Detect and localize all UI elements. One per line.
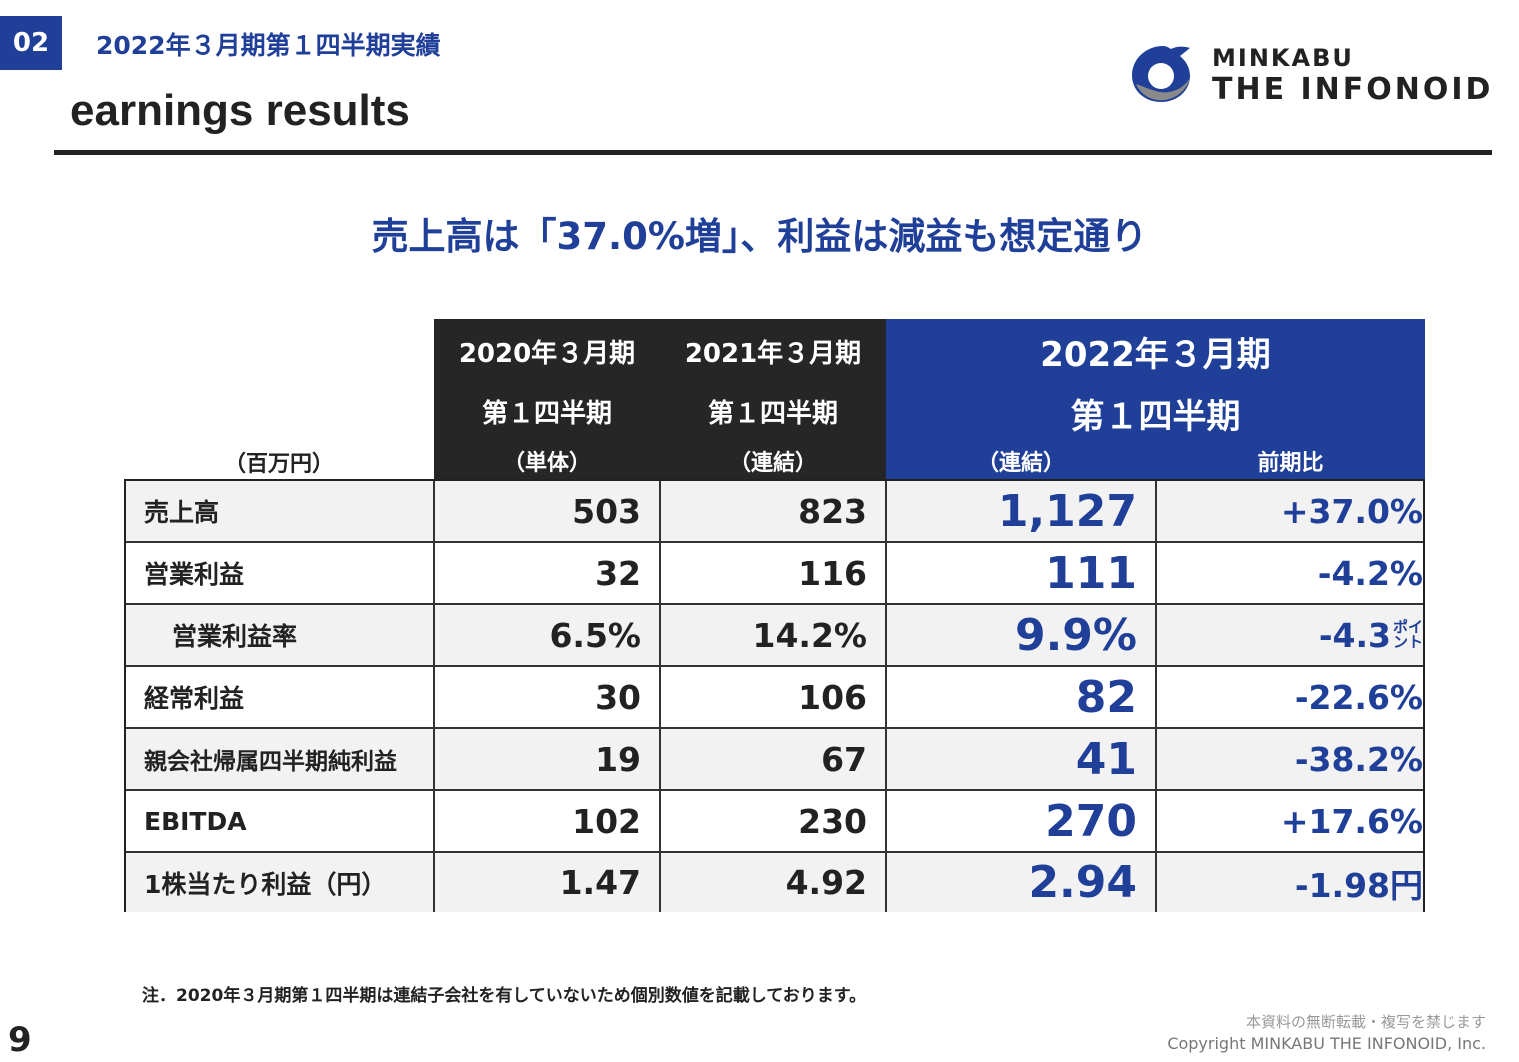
value-change: +17.6%	[1280, 801, 1423, 841]
column-header-sub-yoy: 前期比	[1257, 451, 1324, 476]
value-fy2021: 4.92	[661, 853, 887, 912]
value-change: -4.3 ポイ ント	[1157, 605, 1425, 665]
change-value: -4.3	[1318, 615, 1391, 655]
value-fy2021: 106	[661, 667, 887, 727]
logo-brand-bottom: THE INFONOID	[1212, 72, 1494, 107]
row-label: 営業利益率	[126, 605, 435, 665]
table-row: 売上高 503 823 1,127 +37.0%	[126, 481, 1423, 543]
value-fy2021: 116	[661, 543, 887, 603]
column-header-line: 2020年３月期	[458, 339, 636, 369]
logo-brand-top: MINKABU	[1212, 44, 1354, 72]
column-header-line: 2022年３月期	[1040, 335, 1271, 375]
column-header-line: 第１四半期	[1070, 397, 1241, 437]
value-fy2021: 67	[661, 729, 887, 789]
column-header-line: 2021年３月期	[684, 339, 862, 369]
value-fy2022: 2.94	[887, 853, 1157, 912]
value-fy2020: 503	[435, 481, 661, 541]
value-change: -22.6%	[1294, 677, 1423, 717]
value-fy2020: 19	[435, 729, 661, 789]
page-number: 9	[8, 1020, 32, 1060]
column-header-line: 第１四半期	[481, 399, 612, 429]
column-header-fy2022: 2022年３月期 第１四半期 （連結） 前期比	[886, 319, 1425, 479]
table-row: 営業利益 32 116 111 -4.2%	[126, 543, 1423, 605]
value-fy2020: 6.5%	[435, 605, 661, 665]
footnote: 注．2020年３月期第１四半期は連結子会社を有していないため個別数値を記載してお…	[142, 986, 867, 1006]
value-fy2022: 270	[887, 791, 1157, 851]
value-change: -4.2%	[1317, 553, 1423, 593]
row-label: 経常利益	[126, 667, 435, 727]
table-row: 経常利益 30 106 82 -22.6%	[126, 667, 1423, 729]
table-row: 営業利益率 6.5% 14.2% 9.9% -4.3 ポイ ント	[126, 605, 1423, 667]
change-unit-bottom: ント	[1392, 633, 1423, 651]
section-number-badge: 02	[0, 16, 62, 70]
logo-mark-icon	[1132, 46, 1190, 102]
value-fy2021: 230	[661, 791, 887, 851]
column-header-fy2021: 2021年３月期 第１四半期 （連結）	[660, 319, 886, 479]
table-row: 親会社帰属四半期純利益 19 67 41 -38.2%	[126, 729, 1423, 791]
column-header-sub-consolidated: （連結）	[976, 451, 1065, 476]
column-header-line: （単体）	[502, 451, 591, 476]
section-title: 2022年３月期第１四半期実績	[96, 31, 441, 60]
value-fy2020: 102	[435, 791, 661, 851]
column-header-line: （連結）	[728, 451, 817, 476]
value-fy2022: 1,127	[887, 481, 1157, 541]
value-fy2021: 14.2%	[661, 605, 887, 665]
row-label: 営業利益	[126, 543, 435, 603]
value-change: -38.2%	[1294, 739, 1423, 779]
value-fy2021: 823	[661, 481, 887, 541]
value-fy2022: 41	[887, 729, 1157, 789]
heading-divider	[54, 150, 1492, 155]
row-label: 1株当たり利益（円）	[126, 853, 435, 912]
headline: 売上高は「37.0%増」、利益は減益も想定通り	[371, 215, 1148, 258]
value-fy2020: 32	[435, 543, 661, 603]
company-logo: MINKABU THE INFONOID	[1128, 40, 1503, 107]
unit-label: （百万円）	[223, 452, 334, 477]
column-header-line: 第１四半期	[707, 399, 838, 429]
value-fy2020: 1.47	[435, 853, 661, 912]
value-change: +37.0%	[1280, 491, 1423, 531]
row-label: 売上高	[126, 481, 435, 541]
value-fy2022: 111	[887, 543, 1157, 603]
table-row: 1株当たり利益（円） 1.47 4.92 2.94 -1.98円	[126, 853, 1423, 912]
results-table: 売上高 503 823 1,127 +37.0% 営業利益 32 116 111…	[124, 479, 1425, 912]
change-unit-top: ポイ	[1392, 618, 1423, 636]
change-unit: ポイ ント	[1393, 620, 1423, 650]
row-label: 親会社帰属四半期純利益	[126, 729, 435, 789]
value-fy2020: 30	[435, 667, 661, 727]
column-header-fy2020: 2020年３月期 第１四半期 （単体）	[434, 319, 660, 479]
value-fy2022: 82	[887, 667, 1157, 727]
value-fy2022: 9.9%	[887, 605, 1157, 665]
table-row: EBITDA 102 230 270 +17.6%	[126, 791, 1423, 853]
page-title: earnings results	[70, 86, 410, 135]
row-label: EBITDA	[126, 791, 435, 851]
value-change: -1.98円	[1294, 865, 1423, 905]
copyright: Copyright MINKABU THE INFONOID, Inc.	[1167, 1034, 1486, 1053]
reproduction-notice: 本資料の無断転載・複写を禁じます	[1245, 1013, 1486, 1031]
